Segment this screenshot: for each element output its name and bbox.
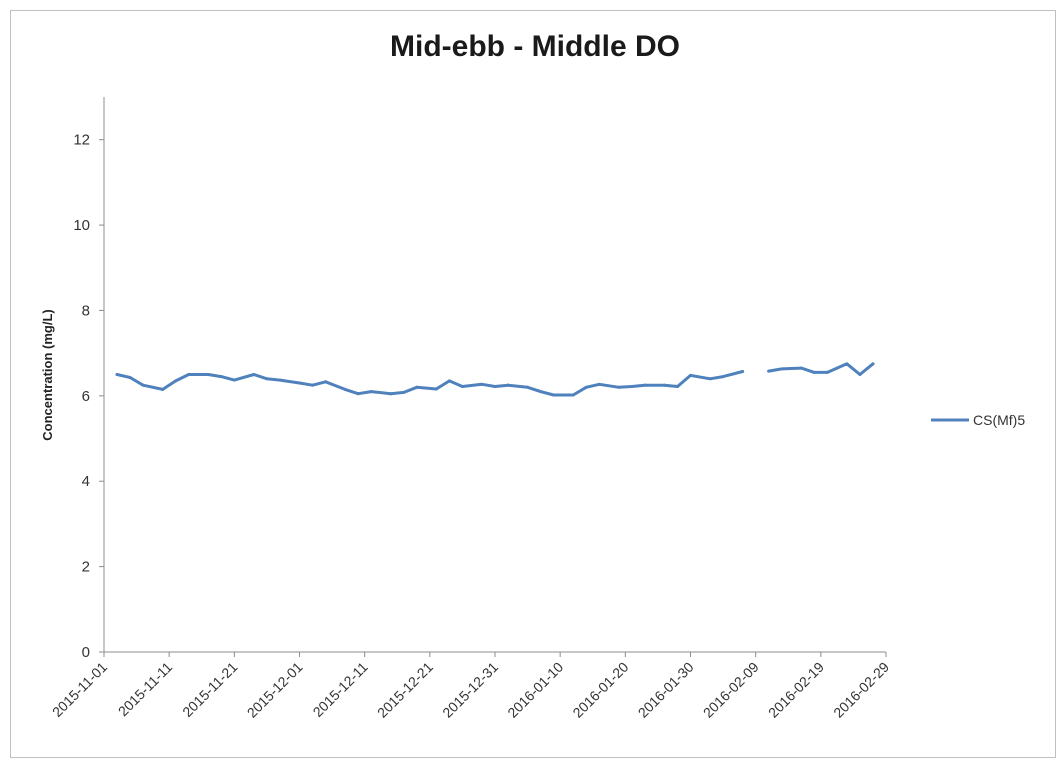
- x-tick-label: 2015-11-01: [49, 659, 110, 720]
- x-tick-label: 2016-02-19: [765, 659, 827, 721]
- data-point: [617, 386, 620, 389]
- data-point: [220, 375, 223, 378]
- data-point: [780, 367, 783, 370]
- series-line: [117, 364, 873, 395]
- data-point: [767, 370, 770, 373]
- data-point: [643, 384, 646, 387]
- data-point: [161, 388, 164, 391]
- x-tick-label: 2016-02-29: [830, 659, 892, 721]
- x-tick-label: 2016-02-09: [700, 659, 762, 721]
- data-point: [494, 385, 497, 388]
- x-tick-label: 2015-12-11: [310, 659, 371, 720]
- data-point: [871, 362, 874, 365]
- data-point: [539, 390, 542, 393]
- y-tick-label: 0: [82, 644, 90, 661]
- x-tick-label: 2015-11-11: [115, 659, 176, 720]
- data-point: [741, 370, 744, 373]
- data-point: [572, 393, 575, 396]
- data-point: [448, 379, 451, 382]
- data-point: [402, 391, 405, 394]
- data-point: [526, 386, 529, 389]
- data-point: [663, 384, 666, 387]
- data-point: [324, 380, 327, 383]
- data-point: [357, 392, 360, 395]
- data-point: [265, 377, 268, 380]
- data-point: [552, 393, 555, 396]
- data-point: [311, 384, 314, 387]
- data-point: [480, 383, 483, 386]
- y-tick-label: 4: [82, 473, 90, 490]
- data-point: [630, 385, 633, 388]
- data-point: [207, 373, 210, 376]
- data-point: [507, 384, 510, 387]
- x-tick-label: 2015-12-21: [374, 659, 436, 721]
- data-point: [116, 373, 119, 376]
- data-point: [826, 371, 829, 374]
- data-point: [722, 375, 725, 378]
- y-tick-label: 8: [82, 302, 90, 319]
- series-layer: [116, 362, 875, 396]
- x-tick-label: 2015-11-21: [179, 659, 240, 720]
- x-tick-label: 2016-01-30: [635, 659, 697, 721]
- data-point: [676, 385, 679, 388]
- data-point: [129, 376, 132, 379]
- data-point: [415, 386, 418, 389]
- data-point: [845, 362, 848, 365]
- data-point: [142, 384, 145, 387]
- x-tick-label: 2015-12-31: [439, 659, 501, 721]
- data-point: [370, 390, 373, 393]
- data-point: [187, 373, 190, 376]
- data-point: [278, 379, 281, 382]
- data-point: [344, 388, 347, 391]
- y-axis-label: Concentration (mg/L): [40, 309, 55, 440]
- data-point: [435, 388, 438, 391]
- data-point: [174, 379, 177, 382]
- y-tick-label: 6: [82, 388, 90, 405]
- data-point: [709, 377, 712, 380]
- data-point: [858, 373, 861, 376]
- x-tick-label: 2016-01-20: [569, 659, 631, 721]
- data-point: [252, 373, 255, 376]
- data-point: [298, 382, 301, 385]
- data-point: [813, 371, 816, 374]
- data-point: [800, 367, 803, 370]
- x-tick-label: 2016-01-10: [504, 659, 566, 721]
- data-point: [461, 385, 464, 388]
- x-tick-label: 2015-12-01: [244, 659, 306, 721]
- y-tick-label: 2: [82, 559, 90, 576]
- data-point: [689, 374, 692, 377]
- y-tick-label: 10: [73, 217, 90, 234]
- legend: CS(Mf)5: [931, 412, 1025, 428]
- data-point: [585, 386, 588, 389]
- data-point: [598, 383, 601, 386]
- data-point: [233, 379, 236, 382]
- legend-label: CS(Mf)5: [973, 412, 1025, 428]
- y-tick-label: 12: [73, 132, 90, 149]
- data-point: [389, 392, 392, 395]
